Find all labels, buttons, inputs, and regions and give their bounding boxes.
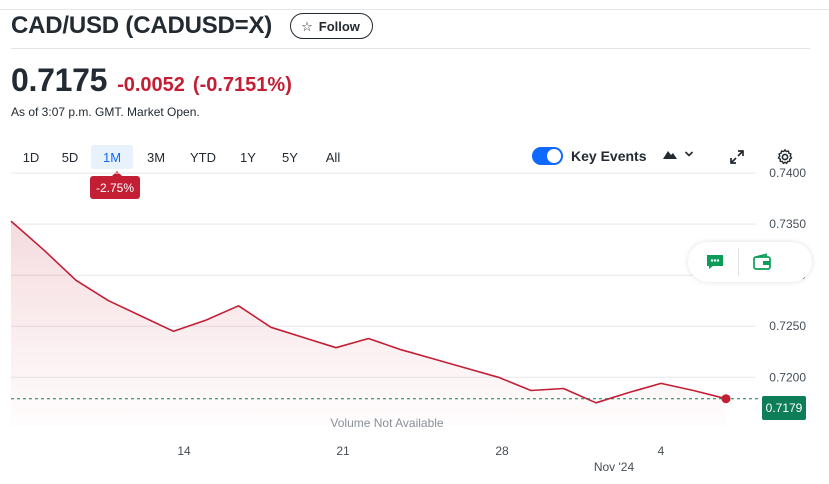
chat-button[interactable] [704, 251, 726, 273]
performance-badge: -2.75% [90, 171, 141, 199]
y-tick-label: 0.7250 [769, 319, 806, 333]
chart-svg: 0.74000.73500.73000.72500.72001421284Nov… [10, 166, 806, 474]
page-title: CAD/USD (CADUSD=X) [11, 12, 273, 39]
tool-separator [738, 248, 739, 276]
chevron-down-icon [684, 151, 694, 157]
mountain-chart-icon [663, 151, 677, 159]
price-chart[interactable]: 0.74000.73500.73000.72500.72001421284Nov… [0, 166, 829, 484]
key-events-control: Key Events [532, 147, 646, 165]
star-outline-icon: ☆ [301, 18, 313, 34]
tab-5y[interactable]: 5Y [282, 149, 298, 165]
y-tick-label: 0.7400 [769, 168, 806, 180]
key-events-toggle[interactable] [532, 147, 563, 165]
last-price-point [721, 394, 731, 404]
wallet-icon [753, 253, 771, 270]
current-price: 0.7175 [11, 62, 108, 98]
x-tick-label: 14 [177, 444, 191, 458]
price-line [10, 220, 727, 404]
chart-type-dropdown[interactable] [662, 148, 694, 160]
x-tick-label: 21 [336, 444, 350, 458]
follow-button[interactable]: ☆ Follow [290, 13, 373, 39]
tab-3m[interactable]: 3M [146, 149, 166, 165]
x-secondary-label: Nov '24 [594, 460, 635, 474]
follow-label: Follow [318, 18, 360, 34]
wallet-button[interactable] [751, 251, 773, 273]
price-change: -0.0052 [117, 74, 185, 96]
volume-not-available-label: Volume Not Available [330, 416, 444, 430]
title-row: CAD/USD (CADUSD=X) ☆ Follow [11, 12, 373, 40]
market-status: As of 3:07 p.m. GMT. Market Open. [11, 105, 200, 119]
tab-1m[interactable]: 1M [91, 145, 133, 169]
tab-all[interactable]: All [325, 149, 341, 165]
range-tabs: 1D 5D 1M 3M YTD 1Y 5Y All [13, 145, 355, 169]
gear-icon[interactable] [776, 148, 794, 166]
y-tick-label: 0.7350 [769, 217, 806, 231]
tab-5d[interactable]: 5D [61, 149, 79, 165]
chat-icon [707, 255, 723, 269]
key-events-label: Key Events [571, 148, 647, 164]
price-area-fill [11, 221, 726, 426]
x-tick-label: 28 [495, 444, 509, 458]
last-price-tag: 0.7179 [762, 396, 806, 420]
y-tick-label: 0.7200 [769, 370, 806, 384]
toggle-knob [547, 149, 561, 163]
top-border [0, 9, 829, 10]
header-divider [11, 48, 810, 49]
tab-1d[interactable]: 1D [22, 149, 40, 165]
tab-1y[interactable]: 1Y [240, 149, 256, 165]
tab-ytd[interactable]: YTD [190, 149, 216, 165]
x-tick-label: 4 [658, 444, 665, 458]
chart-tools-panel [688, 242, 812, 282]
quote-row: 0.7175 -0.0052 (-0.7151%) [11, 62, 292, 99]
expand-icon[interactable] [728, 148, 746, 166]
price-change-percent: (-0.7151%) [192, 74, 292, 96]
